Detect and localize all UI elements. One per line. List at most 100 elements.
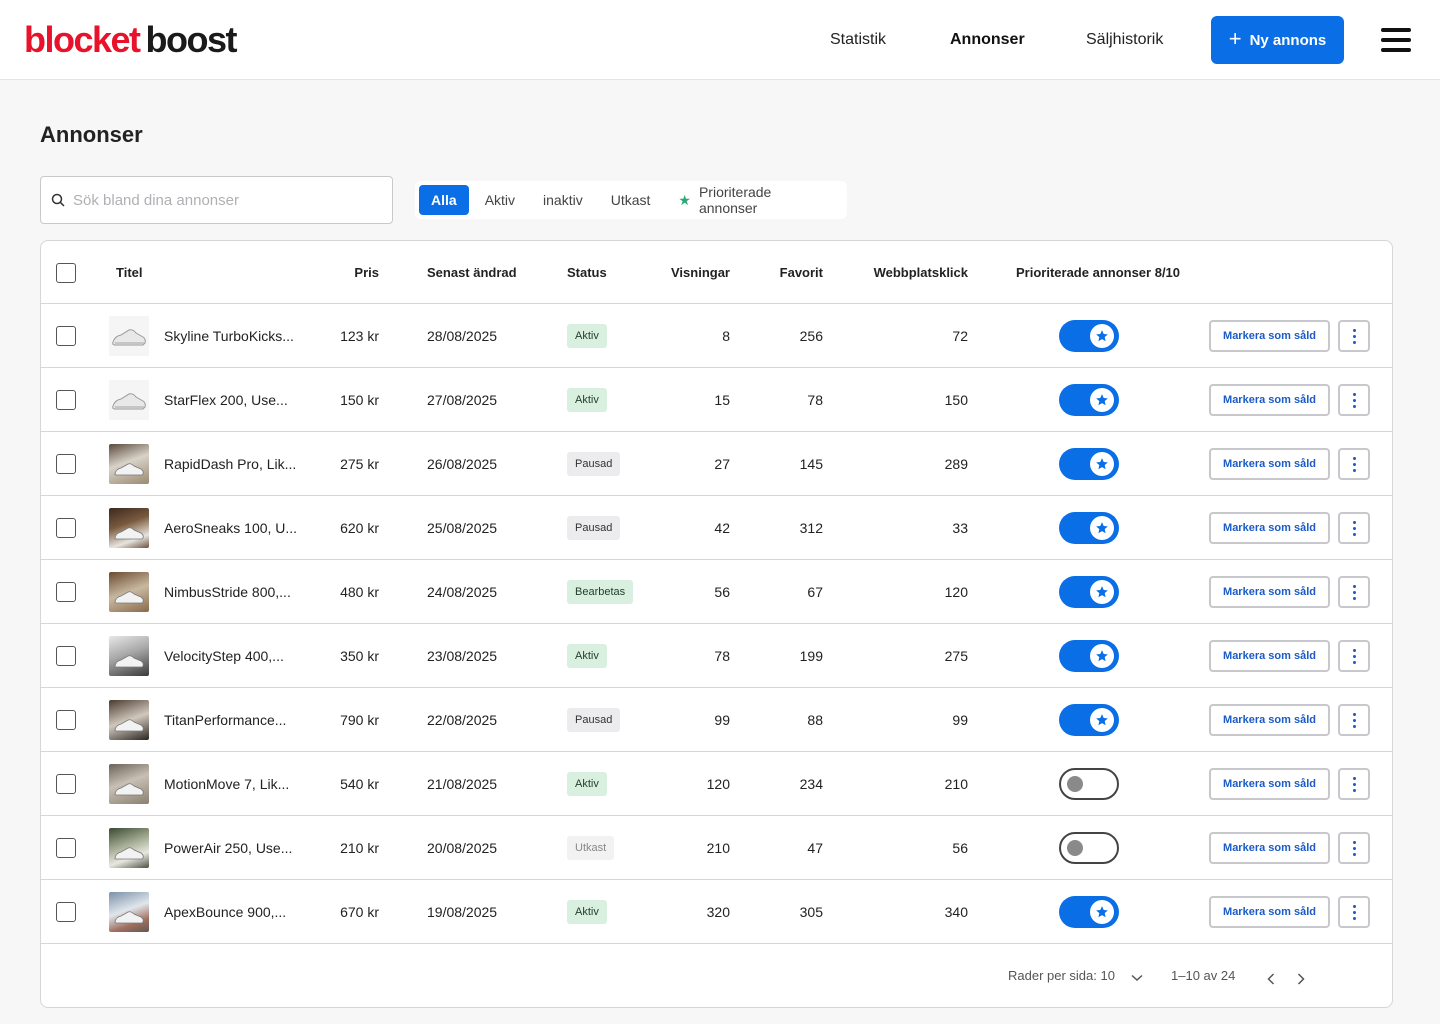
mark-as-sold-button[interactable]: Markera som såld bbox=[1209, 640, 1330, 672]
star-icon bbox=[1090, 900, 1114, 924]
filter-tab-prioriterade[interactable]: ★ Prioriterade annonser bbox=[666, 184, 839, 216]
listing-thumbnail[interactable] bbox=[109, 316, 149, 356]
chevron-down-icon[interactable] bbox=[1131, 974, 1143, 982]
priority-toggle[interactable] bbox=[1059, 512, 1119, 544]
more-options-icon[interactable] bbox=[1338, 896, 1370, 928]
table-row[interactable]: MotionMove 7, Lik... 540 kr 21/08/2025 A… bbox=[41, 752, 1392, 816]
listing-thumbnail[interactable] bbox=[109, 572, 149, 612]
mark-as-sold-button[interactable]: Markera som såld bbox=[1209, 576, 1330, 608]
listing-thumbnail[interactable] bbox=[109, 444, 149, 484]
row-checkbox[interactable] bbox=[56, 518, 76, 538]
blocket-boost-logo[interactable]: blocket boost bbox=[24, 18, 238, 62]
table-row[interactable]: VelocityStep 400,... 350 kr 23/08/2025 A… bbox=[41, 624, 1392, 688]
listing-thumbnail[interactable] bbox=[109, 508, 149, 548]
listing-thumbnail[interactable] bbox=[109, 828, 149, 868]
listing-thumbnail[interactable] bbox=[109, 380, 149, 420]
more-options-icon[interactable] bbox=[1338, 448, 1370, 480]
filter-tab-alla[interactable]: Alla bbox=[419, 185, 469, 215]
more-options-icon[interactable] bbox=[1338, 576, 1370, 608]
listing-title[interactable]: AeroSneaks 100, U... bbox=[164, 520, 298, 536]
more-options-icon[interactable] bbox=[1338, 768, 1370, 800]
chevron-right-icon[interactable] bbox=[1297, 973, 1305, 985]
row-checkbox[interactable] bbox=[56, 646, 76, 666]
column-header-clicks[interactable]: Webbplatsklick bbox=[873, 265, 968, 280]
priority-toggle[interactable] bbox=[1059, 576, 1119, 608]
listing-title[interactable]: PowerAir 250, Use... bbox=[164, 840, 293, 856]
filter-tab-aktiv[interactable]: Aktiv bbox=[484, 192, 516, 208]
row-checkbox[interactable] bbox=[56, 774, 76, 794]
nav-item-annonser[interactable]: Annonser bbox=[950, 31, 1025, 48]
row-checkbox[interactable] bbox=[56, 454, 76, 474]
mark-as-sold-button[interactable]: Markera som såld bbox=[1209, 384, 1330, 416]
priority-toggle[interactable] bbox=[1059, 448, 1119, 480]
column-header-status[interactable]: Status bbox=[567, 265, 607, 280]
priority-toggle[interactable] bbox=[1059, 768, 1119, 800]
row-checkbox[interactable] bbox=[56, 582, 76, 602]
more-options-icon[interactable] bbox=[1338, 384, 1370, 416]
listing-title[interactable]: ApexBounce 900,... bbox=[164, 904, 287, 920]
table-row[interactable]: Skyline TurboKicks... 123 kr 28/08/2025 … bbox=[41, 304, 1392, 368]
more-options-icon[interactable] bbox=[1338, 640, 1370, 672]
mark-as-sold-button[interactable]: Markera som såld bbox=[1209, 896, 1330, 928]
search-input[interactable] bbox=[73, 191, 373, 209]
listing-title[interactable]: StarFlex 200, Use... bbox=[164, 392, 288, 408]
table-row[interactable]: RapidDash Pro, Lik... 275 kr 26/08/2025 … bbox=[41, 432, 1392, 496]
nav-item-saljhistorik[interactable]: Säljhistorik bbox=[1086, 31, 1164, 48]
listing-title[interactable]: MotionMove 7, Lik... bbox=[164, 776, 290, 792]
more-options-icon[interactable] bbox=[1338, 320, 1370, 352]
row-checkbox[interactable] bbox=[56, 902, 76, 922]
chevron-left-icon[interactable] bbox=[1267, 973, 1275, 985]
priority-toggle[interactable] bbox=[1059, 384, 1119, 416]
column-header-title[interactable]: Titel bbox=[116, 265, 143, 280]
mark-as-sold-button[interactable]: Markera som såld bbox=[1209, 832, 1330, 864]
table-row[interactable]: PowerAir 250, Use... 210 kr 20/08/2025 U… bbox=[41, 816, 1392, 880]
row-checkbox[interactable] bbox=[56, 710, 76, 730]
row-checkbox[interactable] bbox=[56, 390, 76, 410]
mark-as-sold-button[interactable]: Markera som såld bbox=[1209, 512, 1330, 544]
table-row[interactable]: TitanPerformance... 790 kr 22/08/2025 Pa… bbox=[41, 688, 1392, 752]
listing-title[interactable]: TitanPerformance... bbox=[164, 712, 287, 728]
table-row[interactable]: ApexBounce 900,... 670 kr 19/08/2025 Akt… bbox=[41, 880, 1392, 944]
rows-per-page-select[interactable]: Rader per sida: 10 bbox=[1008, 968, 1115, 983]
listing-title[interactable]: VelocityStep 400,... bbox=[164, 648, 284, 664]
listing-thumbnail[interactable] bbox=[109, 700, 149, 740]
listing-title[interactable]: Skyline TurboKicks... bbox=[164, 328, 294, 344]
table-row[interactable]: StarFlex 200, Use... 150 kr 27/08/2025 A… bbox=[41, 368, 1392, 432]
column-header-views[interactable]: Visningar bbox=[670, 265, 730, 280]
table-row[interactable]: NimbusStride 800,... 480 kr 24/08/2025 B… bbox=[41, 560, 1392, 624]
column-header-priority[interactable]: Prioriterade annonser 8/10 bbox=[1016, 265, 1181, 280]
mark-as-sold-button[interactable]: Markera som såld bbox=[1209, 448, 1330, 480]
search-box[interactable] bbox=[40, 176, 393, 224]
select-all-checkbox[interactable] bbox=[56, 263, 76, 283]
more-options-icon[interactable] bbox=[1338, 832, 1370, 864]
search-icon bbox=[51, 193, 65, 207]
table-row[interactable]: AeroSneaks 100, U... 620 kr 25/08/2025 P… bbox=[41, 496, 1392, 560]
priority-toggle[interactable] bbox=[1059, 896, 1119, 928]
priority-toggle[interactable] bbox=[1059, 832, 1119, 864]
listing-title[interactable]: NimbusStride 800,... bbox=[164, 584, 291, 600]
column-header-favorites[interactable]: Favorit bbox=[779, 265, 823, 280]
priority-toggle[interactable] bbox=[1059, 320, 1119, 352]
nav-item-statistik[interactable]: Statistik bbox=[830, 31, 887, 48]
row-checkbox[interactable] bbox=[56, 838, 76, 858]
listing-clicks: 340 bbox=[944, 904, 968, 920]
new-ad-button[interactable]: + Ny annons bbox=[1211, 16, 1344, 64]
filter-tab-utkast[interactable]: Utkast bbox=[610, 192, 651, 208]
row-checkbox[interactable] bbox=[56, 326, 76, 346]
more-options-icon[interactable] bbox=[1338, 704, 1370, 736]
hamburger-menu-icon[interactable] bbox=[1381, 28, 1411, 52]
more-options-icon[interactable] bbox=[1338, 512, 1370, 544]
mark-as-sold-button[interactable]: Markera som såld bbox=[1209, 320, 1330, 352]
mark-as-sold-button[interactable]: Markera som såld bbox=[1209, 704, 1330, 736]
priority-toggle[interactable] bbox=[1059, 640, 1119, 672]
listing-thumbnail[interactable] bbox=[109, 764, 149, 804]
mark-as-sold-button[interactable]: Markera som såld bbox=[1209, 768, 1330, 800]
column-header-price[interactable]: Pris bbox=[354, 265, 379, 280]
listing-title[interactable]: RapidDash Pro, Lik... bbox=[164, 456, 297, 472]
filter-tab-inaktiv[interactable]: inaktiv bbox=[543, 192, 583, 208]
priority-toggle[interactable] bbox=[1059, 704, 1119, 736]
column-header-modified[interactable]: Senast ändrad bbox=[427, 265, 517, 280]
pagination-range: 1–10 av 24 bbox=[1171, 968, 1236, 983]
listing-thumbnail[interactable] bbox=[109, 636, 149, 676]
listing-thumbnail[interactable] bbox=[109, 892, 149, 932]
